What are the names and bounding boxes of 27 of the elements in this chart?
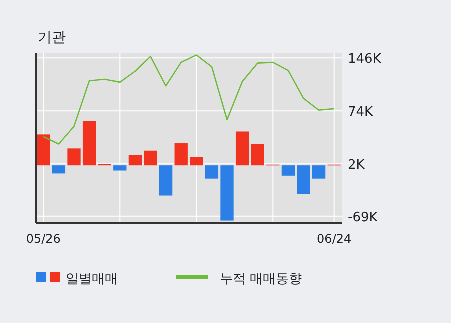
bar bbox=[128, 155, 142, 166]
bar bbox=[282, 166, 296, 176]
x-tick-label: 05/26 bbox=[26, 232, 61, 246]
bar bbox=[37, 134, 50, 166]
bar bbox=[114, 166, 127, 171]
bar bbox=[251, 144, 264, 166]
bar bbox=[312, 166, 326, 179]
legend-label: 일별매매 bbox=[66, 272, 118, 287]
line-series bbox=[43, 54, 335, 145]
bar bbox=[297, 166, 310, 194]
bar bbox=[174, 144, 188, 166]
chart-title: 기관 bbox=[38, 30, 66, 46]
bar bbox=[144, 150, 158, 166]
y-tick-label: 146K bbox=[348, 52, 382, 68]
bar bbox=[52, 166, 66, 174]
bar bbox=[220, 166, 234, 221]
y-tick-label: -69K bbox=[348, 210, 378, 226]
bar bbox=[68, 148, 81, 166]
x-tick-label: 06/24 bbox=[317, 232, 352, 246]
y-tick-label: 74K bbox=[348, 105, 374, 120]
bar bbox=[159, 166, 173, 196]
bar bbox=[82, 121, 96, 166]
bar bbox=[205, 166, 219, 179]
legend-label: 누적 매매동향 bbox=[220, 272, 302, 287]
y-tick-label: 2K bbox=[348, 158, 366, 174]
bar bbox=[190, 158, 204, 166]
bar bbox=[236, 132, 250, 166]
